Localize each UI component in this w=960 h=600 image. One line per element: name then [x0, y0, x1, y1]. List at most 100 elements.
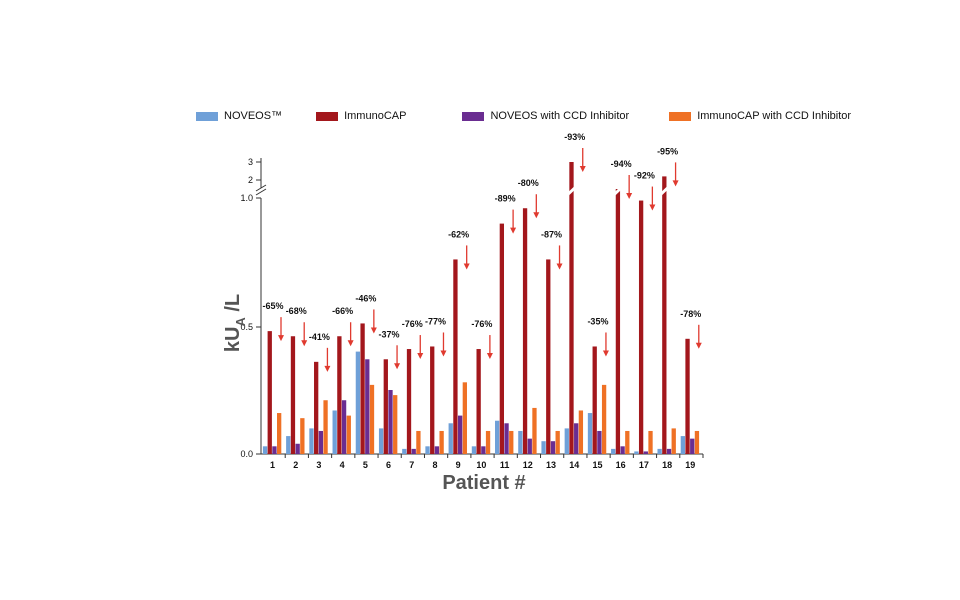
reduction-arrowhead	[556, 263, 563, 270]
bar	[430, 346, 435, 454]
reduction-arrowhead	[579, 166, 586, 172]
bar	[346, 415, 351, 454]
bar	[355, 351, 361, 454]
x-tick-label: 1	[270, 460, 275, 470]
x-tick-label: 12	[523, 460, 533, 470]
bar	[453, 259, 458, 454]
legend-label: ImmunoCAP with CCD Inhibitor	[697, 110, 852, 122]
bar	[309, 428, 314, 454]
x-tick-label: 6	[386, 460, 391, 470]
legend-item: NOVEOS with CCD Inhibitor	[462, 110, 629, 122]
bar	[378, 428, 384, 454]
x-tick-label: 11	[500, 460, 510, 470]
bar	[267, 331, 272, 454]
y-axis-title-tail: /L	[222, 294, 244, 317]
reduction-arrowhead	[695, 342, 702, 349]
reduction-label: -41%	[309, 332, 330, 342]
bar	[411, 448, 416, 454]
bar	[574, 423, 579, 454]
bar	[620, 446, 625, 454]
reduction-arrowhead	[347, 340, 354, 347]
legend-item: ImmunoCAP	[316, 110, 406, 122]
legend-swatch	[196, 111, 218, 121]
y-tick-label: 0.5	[240, 322, 253, 332]
chart-legend: NOVEOS™ ImmunoCAP NOVEOS with CCD Inhibito…	[196, 110, 851, 122]
bar	[332, 410, 337, 454]
reduction-label: -94%	[611, 159, 632, 169]
reduction-label: -87%	[541, 229, 562, 239]
reduction-label: -93%	[564, 132, 585, 142]
x-tick-label: 18	[662, 460, 672, 470]
bar	[388, 390, 393, 454]
bar	[690, 438, 695, 454]
reduction-label: -95%	[657, 146, 678, 156]
reduction-label: -46%	[355, 293, 376, 303]
bar	[550, 441, 556, 454]
bar	[360, 323, 365, 454]
bar	[527, 438, 532, 454]
bar	[337, 336, 342, 454]
reduction-arrowhead	[440, 350, 447, 357]
legend-item: ImmunoCAP with CCD Inhibitor	[669, 110, 851, 122]
bar	[476, 349, 481, 454]
reduction-label: -77%	[425, 316, 446, 326]
legend-swatch	[316, 111, 339, 121]
bar	[569, 162, 574, 454]
bar	[383, 359, 388, 454]
legend-item: NOVEOS™	[196, 110, 282, 122]
bar	[555, 430, 560, 454]
bar	[564, 428, 569, 454]
bar	[611, 448, 616, 454]
x-tick-label: 3	[316, 460, 321, 470]
bar	[662, 176, 667, 454]
bar	[439, 430, 444, 454]
reduction-label: -65%	[262, 301, 283, 311]
reduction-arrowhead	[533, 212, 540, 219]
bar	[648, 430, 653, 454]
y-axis-title: kUA /L	[222, 294, 248, 352]
x-tick-label: 16	[616, 460, 626, 470]
bar	[597, 430, 602, 454]
reduction-label: -89%	[495, 194, 516, 204]
bar	[671, 428, 676, 454]
bar-break-gap	[661, 186, 668, 196]
reduction-arrowhead	[417, 353, 424, 360]
bar	[286, 436, 291, 454]
reduction-label: -66%	[332, 306, 353, 316]
bar	[323, 400, 328, 454]
reduction-arrowhead	[463, 263, 470, 270]
x-tick-label: 19	[685, 460, 695, 470]
bar	[532, 407, 537, 454]
bar	[578, 410, 584, 454]
y-tick-label: 2	[248, 175, 253, 185]
bar	[518, 430, 523, 454]
y-tick-label: 1.0	[240, 193, 253, 203]
axis-break-mark	[255, 188, 267, 196]
bar	[485, 430, 491, 454]
bar	[546, 259, 551, 454]
x-tick-label: 14	[569, 460, 579, 470]
reduction-label: -68%	[286, 306, 307, 316]
bar	[295, 443, 300, 454]
bar-break-gap	[568, 186, 575, 196]
reduction-arrowhead	[602, 350, 609, 357]
bar	[638, 200, 644, 454]
legend-label: ImmunoCAP	[344, 110, 407, 122]
reduction-arrowhead	[672, 180, 679, 187]
reduction-label: -80%	[518, 178, 539, 188]
axis-break-mark	[255, 184, 267, 192]
reduction-arrowhead	[324, 365, 331, 372]
reduction-arrowhead	[649, 204, 656, 211]
bar	[277, 413, 282, 454]
bar	[314, 361, 319, 454]
bar	[416, 430, 421, 454]
bar	[643, 451, 648, 454]
bar	[393, 395, 398, 454]
bar	[657, 448, 662, 454]
x-tick-label: 2	[293, 460, 298, 470]
x-tick-label: 9	[456, 460, 461, 470]
bar	[457, 415, 463, 454]
x-tick-label: 4	[340, 460, 345, 470]
x-tick-label: 17	[639, 460, 649, 470]
